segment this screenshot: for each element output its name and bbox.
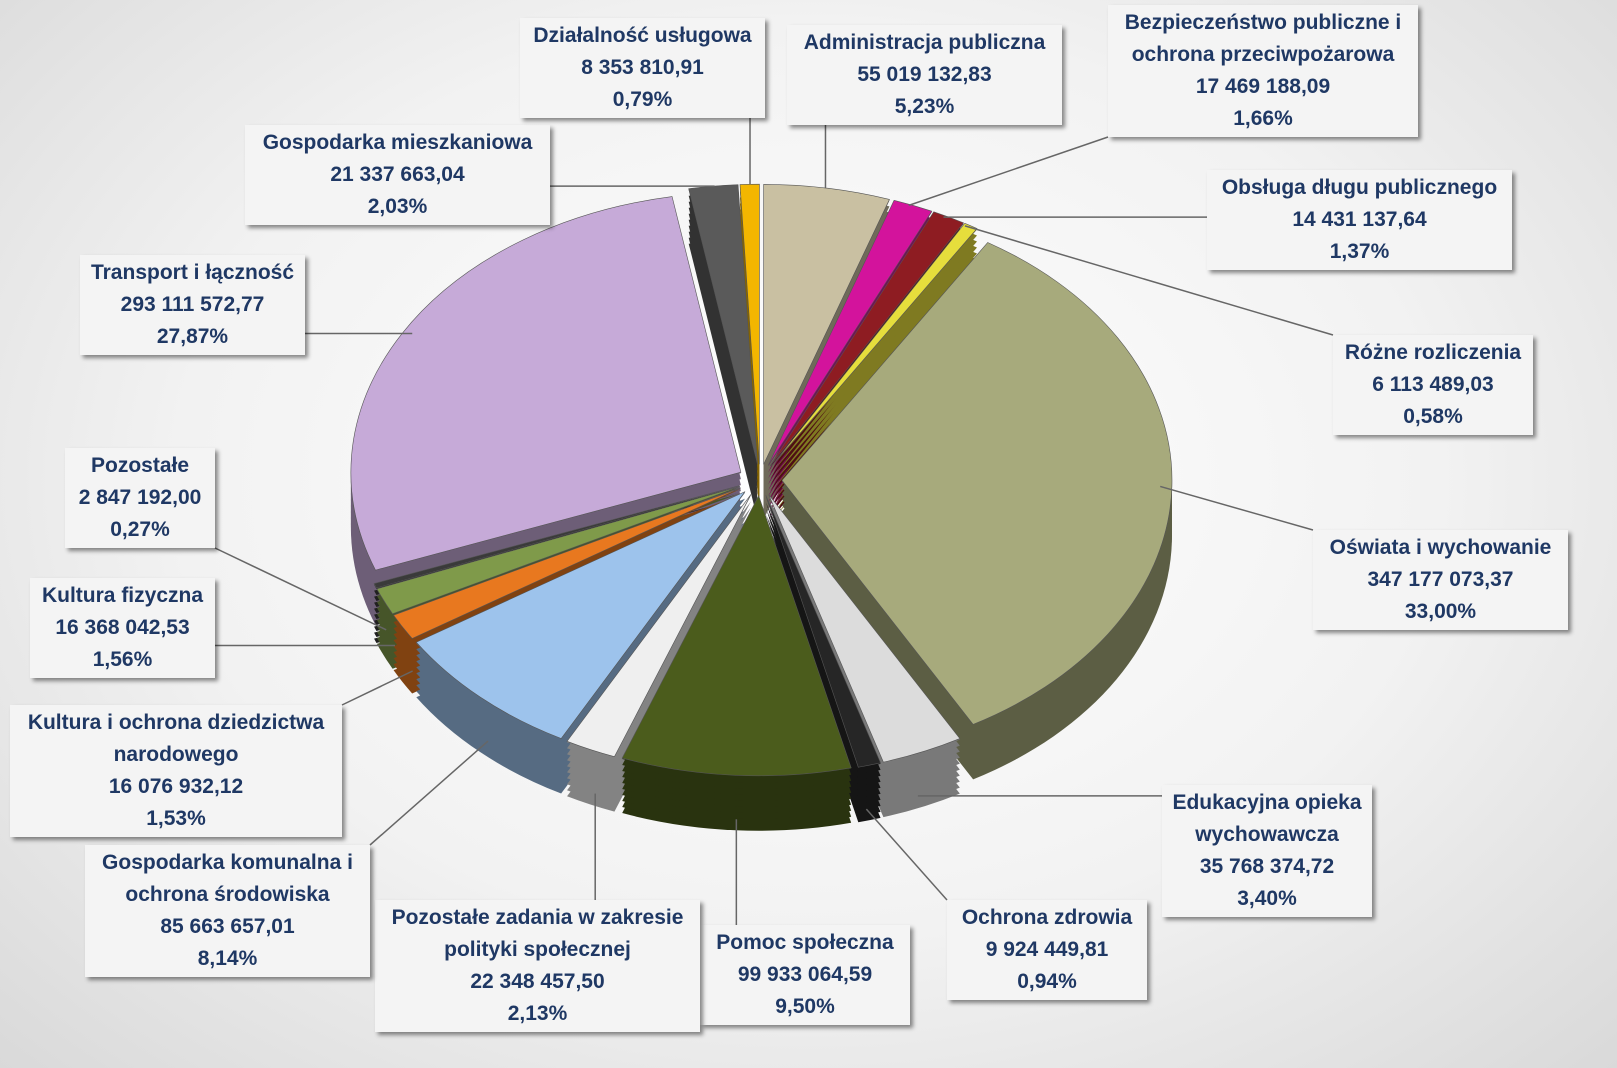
- category-label: Gospodarka komunalna i ochrona środowisk…: [102, 851, 353, 906]
- category-label: Kultura i ochrona dziedzictwa narodowego: [27, 711, 325, 766]
- category-label: Administracja publiczna: [803, 31, 1046, 54]
- category-label: Pozostałe zadania w zakresie polityki sp…: [391, 906, 684, 961]
- slice: [566, 494, 752, 758]
- percentage-label: 8,14%: [197, 947, 258, 970]
- slice-side: [771, 236, 977, 480]
- category-label: Pozostałe: [90, 454, 190, 477]
- value-label: 99 933 064,59: [737, 963, 873, 986]
- category-label: Obsługa długu publicznego: [1221, 176, 1498, 199]
- value-label: 8 353 810,91: [581, 56, 704, 79]
- data-label: Pomoc społeczna 99 933 064,59 9,50%: [700, 925, 910, 1025]
- slice: [393, 487, 742, 639]
- percentage-label: 33,00%: [1404, 600, 1477, 623]
- percentage-label: 1,53%: [146, 807, 206, 830]
- percentage-label: 0,27%: [110, 518, 170, 541]
- value-label: 55 019 132,83: [857, 63, 992, 86]
- value-label: 35 768 374,72: [1199, 855, 1335, 878]
- percentage-label: 3,40%: [1237, 887, 1297, 910]
- slice: [373, 485, 740, 589]
- data-label: Ochrona zdrowia 9 924 449,81 0,94%: [947, 900, 1147, 1000]
- percentage-label: 9,50%: [775, 995, 835, 1018]
- slice: [765, 495, 881, 768]
- data-label: Gospodarka mieszkaniowa 21 337 663,04 2,03…: [245, 125, 550, 225]
- slice-side: [771, 242, 977, 486]
- value-label: 2 847 192,00: [78, 486, 202, 509]
- data-label: Transport i łączność 293 111 572,77 27,87%: [80, 255, 305, 355]
- value-label: 14 431 137,64: [1292, 208, 1427, 231]
- percentage-label: 0,79%: [612, 88, 673, 111]
- percentage-label: 0,58%: [1403, 405, 1463, 428]
- leader-line: [908, 136, 1109, 207]
- data-label: Obsługa długu publicznego 14 431 137,64 1,…: [1207, 170, 1512, 270]
- data-label: Oświata i wychowanie 347 177 073,37 33,00%: [1313, 530, 1568, 630]
- slice: [621, 495, 852, 777]
- percentage-label: 2,13%: [507, 1002, 568, 1025]
- slice: [767, 199, 933, 466]
- data-label: Administracja publiczna 55 019 132,83 5,23…: [787, 25, 1062, 125]
- category-label: Pomoc społeczna: [716, 931, 894, 954]
- category-label: Bezpieczeństwo publiczne i ochrona przec…: [1124, 11, 1402, 66]
- value-label: 22 348 457,50: [470, 970, 605, 993]
- slice: [781, 242, 1173, 725]
- slice: [768, 494, 961, 763]
- leader-line: [865, 808, 948, 901]
- value-label: 21 337 663,04: [330, 163, 465, 186]
- data-label: Pozostałe zadania w zakresie polityki sp…: [375, 900, 700, 1032]
- value-label: 16 368 042,53: [55, 616, 190, 639]
- category-label: Transport i łączność: [90, 261, 295, 284]
- value-label: 6 113 489,03: [1372, 373, 1494, 396]
- category-label: Gospodarka mieszkaniowa: [262, 131, 533, 154]
- data-label: Kultura i ochrona dziedzictwa narodowego…: [10, 705, 342, 837]
- category-label: Różne rozliczenia: [1344, 341, 1522, 364]
- slice: [763, 184, 890, 465]
- slice: [771, 222, 978, 467]
- leader-line: [341, 670, 413, 706]
- data-label: Różne rozliczenia 6 113 489,03 0,58%: [1333, 335, 1533, 435]
- slice-side: [771, 230, 977, 474]
- value-label: 17 469 188,09: [1195, 75, 1331, 98]
- data-label: Działalność usługowa 8 353 810,91 0,79%: [520, 18, 765, 118]
- leader-line: [369, 740, 489, 846]
- percentage-label: 2,03%: [367, 195, 428, 218]
- percentage-label: 27,87%: [156, 325, 229, 348]
- slice: [415, 491, 746, 739]
- category-label: Edukacyjna opieka wychowawcza: [1172, 791, 1362, 846]
- category-label: Ochrona zdrowia: [961, 906, 1133, 929]
- slice-side: [771, 248, 977, 492]
- percentage-label: 0,94%: [1017, 970, 1077, 993]
- leader-line: [214, 547, 387, 631]
- leader-line: [964, 225, 1334, 336]
- data-label: Edukacyjna opieka wychowawcza 35 768 374,…: [1162, 785, 1372, 917]
- data-label: Kultura fizyczna 16 368 042,53 1,56%: [30, 578, 215, 678]
- slice: [376, 486, 741, 615]
- slice: [739, 183, 760, 465]
- value-label: 9 924 449,81: [985, 938, 1109, 961]
- category-label: Kultura fizyczna: [41, 584, 204, 607]
- data-label: Pozostałe 2 847 192,00 0,27%: [65, 448, 215, 548]
- percentage-label: 1,56%: [92, 648, 153, 671]
- value-label: 85 663 657,01: [160, 915, 295, 938]
- value-label: 347 177 073,37: [1367, 568, 1514, 591]
- value-label: 16 076 932,12: [108, 775, 244, 798]
- category-label: Oświata i wychowanie: [1329, 536, 1552, 559]
- leader-line: [1159, 485, 1314, 531]
- category-label: Działalność usługowa: [533, 24, 752, 47]
- percentage-label: 1,66%: [1233, 107, 1293, 130]
- data-label: Bezpieczeństwo publiczne i ochrona przec…: [1108, 5, 1418, 137]
- percentage-label: 1,37%: [1329, 240, 1390, 263]
- data-label: Gospodarka komunalna i ochrona środowisk…: [85, 845, 370, 977]
- percentage-label: 5,23%: [894, 95, 955, 118]
- value-label: 293 111 572,77: [120, 293, 265, 316]
